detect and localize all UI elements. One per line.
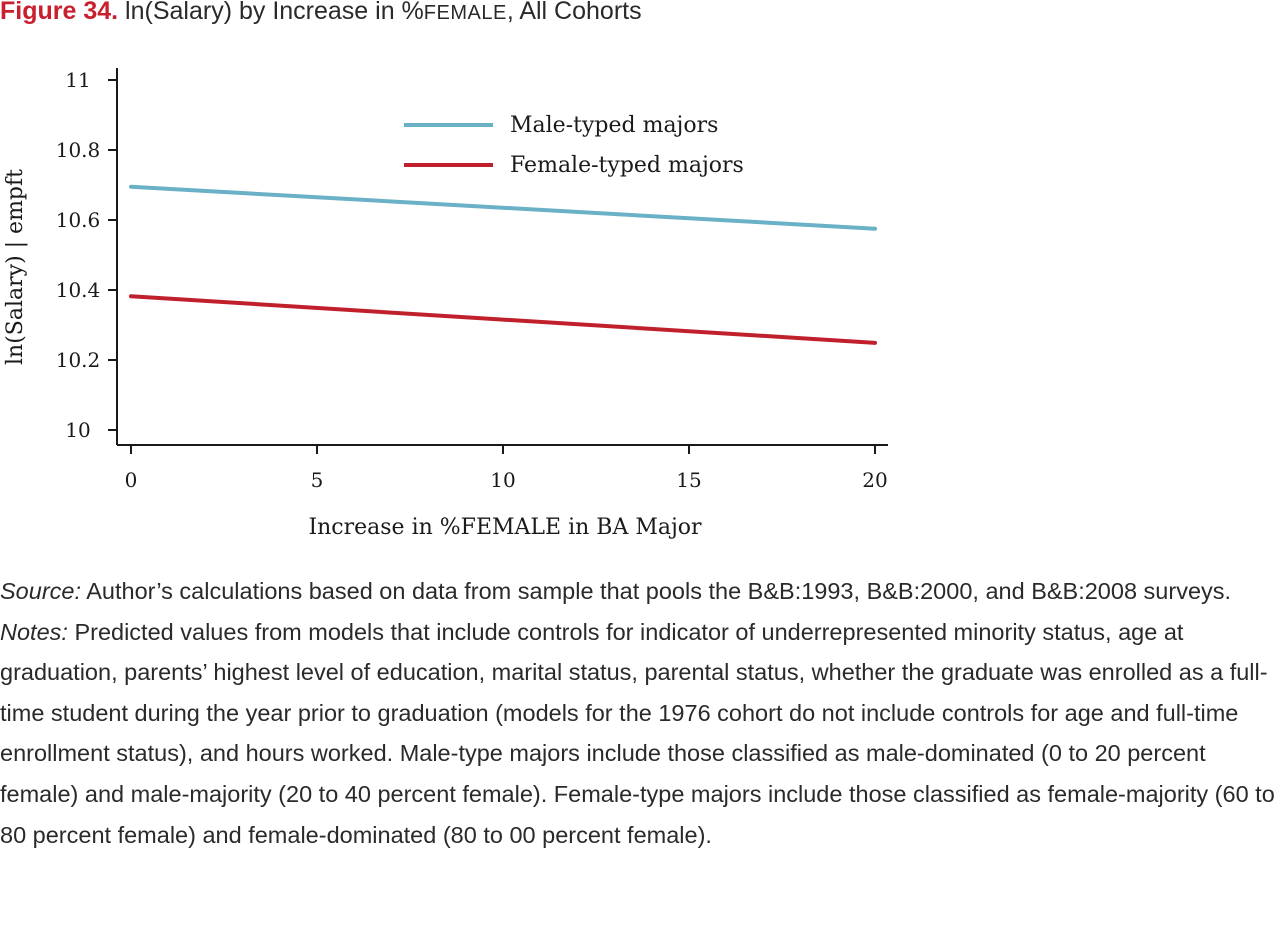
source-label: Source:	[0, 578, 81, 604]
x-tick-label: 10	[490, 468, 515, 492]
y-tick-label: 10.4	[56, 278, 101, 302]
figure-title-end: , All Cohorts	[506, 0, 642, 25]
source-text: Author’s calculations based on data from…	[81, 578, 1232, 604]
figure-title: Figure 34. ln(Salary) by Increase in %FE…	[0, 0, 642, 26]
source-note: Source: Author’s calculations based on d…	[0, 571, 1280, 612]
series-group	[129, 184, 877, 345]
x-tick-label: 0	[125, 468, 138, 492]
x-tick-label: 15	[676, 468, 701, 492]
notes-text: Predicted values from models that includ…	[0, 618, 1275, 848]
legend-label: Male-typed majors	[510, 113, 718, 138]
line-chart: 10 10.2 10.4 10.6 10.8 11 0 5 10 15 20 Male-typed…	[3, 68, 888, 540]
figure-notes: Source: Author’s calculations based on d…	[0, 571, 1280, 855]
y-tick-label: 10.2	[56, 348, 101, 372]
y-tick-label: 11	[65, 68, 90, 92]
x-axis: 0 5 10 15 20	[117, 444, 888, 492]
x-tick-label: 5	[311, 468, 324, 492]
y-tick-label: 10.6	[56, 208, 101, 232]
y-axis: 10 10.2 10.4 10.6 10.8 11	[56, 68, 118, 445]
figure-label: Figure 34.	[0, 0, 119, 25]
y-axis-title: ln(Salary) | empft	[3, 169, 28, 365]
x-axis-title: Increase in %FEMALE in BA Major	[308, 515, 702, 540]
figure-title-start: ln(Salary) by Increase in %	[125, 0, 424, 25]
series-line	[129, 184, 877, 231]
figure-title-smallcaps: FEMALE	[423, 2, 507, 24]
y-tick-label: 10.8	[56, 138, 101, 162]
notes-paragraph: Notes: Predicted values from models that…	[0, 612, 1280, 856]
legend: Male-typed majors Female-typed majors	[404, 113, 744, 178]
x-tick-label: 20	[862, 468, 887, 492]
series-line	[129, 294, 877, 345]
notes-label: Notes:	[0, 618, 68, 645]
y-tick-label: 10	[65, 418, 90, 442]
legend-label: Female-typed majors	[510, 153, 744, 178]
